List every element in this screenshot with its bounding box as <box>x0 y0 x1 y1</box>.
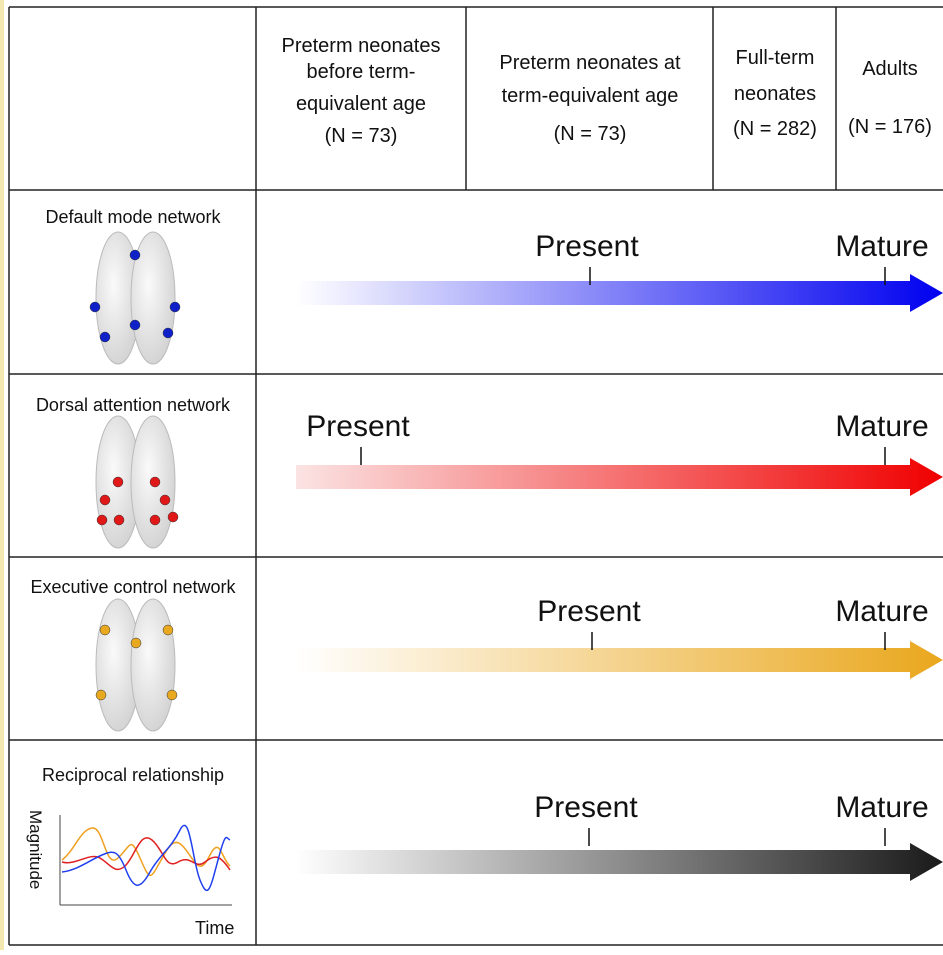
column-header: (N = 176) <box>848 116 932 138</box>
row-label: Reciprocal relationship <box>42 765 224 785</box>
column-header: (N = 73) <box>554 123 627 145</box>
node-dot <box>130 320 140 330</box>
node-dot <box>97 515 107 525</box>
node-dot <box>150 477 160 487</box>
wave-orange <box>62 828 230 875</box>
node-dot <box>160 495 170 505</box>
left-edge <box>0 0 4 950</box>
row-label: Executive control network <box>30 577 236 597</box>
column-header: before term- <box>307 61 416 83</box>
node-dot <box>130 250 140 260</box>
brain-right <box>131 599 175 731</box>
present-label: Present <box>534 791 638 824</box>
page: {"header":{"columns":[ {"lines":["Preter… <box>0 0 943 950</box>
column-header: term-equivalent age <box>502 85 679 107</box>
node-dot <box>90 302 100 312</box>
mature-label: Mature <box>835 791 928 824</box>
present-label: Present <box>535 230 639 263</box>
node-dot <box>131 638 141 648</box>
node-dot <box>170 302 180 312</box>
arrow <box>296 641 943 679</box>
mature-label: Mature <box>835 230 928 263</box>
column-header: Full-term <box>736 47 815 69</box>
node-dot <box>114 515 124 525</box>
node-dot <box>113 477 123 487</box>
plot-x-label: Time <box>195 918 234 938</box>
column-header: (N = 73) <box>325 125 398 147</box>
row-label: Dorsal attention network <box>36 395 231 415</box>
column-header: (N = 282) <box>733 118 817 140</box>
plot-y-label: Magnitude <box>26 810 45 889</box>
mature-label: Mature <box>835 410 928 443</box>
arrow <box>296 274 943 312</box>
node-dot <box>96 690 106 700</box>
node-dot <box>168 512 178 522</box>
node-dot <box>150 515 160 525</box>
arrow <box>296 458 943 496</box>
mature-label: Mature <box>835 595 928 628</box>
column-header: equivalent age <box>296 93 426 115</box>
row-label: Default mode network <box>45 207 221 227</box>
node-dot <box>167 690 177 700</box>
column-header: neonates <box>734 83 816 105</box>
node-dot <box>163 328 173 338</box>
node-dot <box>100 495 110 505</box>
node-dot <box>163 625 173 635</box>
node-dot <box>100 625 110 635</box>
column-header: Adults <box>862 58 918 80</box>
figure: Preterm neonates before term-equivalent a… <box>0 0 943 950</box>
column-header: Preterm neonates at <box>499 52 681 74</box>
wave-red <box>62 838 230 870</box>
column-header: Preterm neonates <box>282 35 441 57</box>
present-label: Present <box>306 410 410 443</box>
arrow <box>296 843 943 881</box>
node-dot <box>100 332 110 342</box>
present-label: Present <box>537 595 641 628</box>
